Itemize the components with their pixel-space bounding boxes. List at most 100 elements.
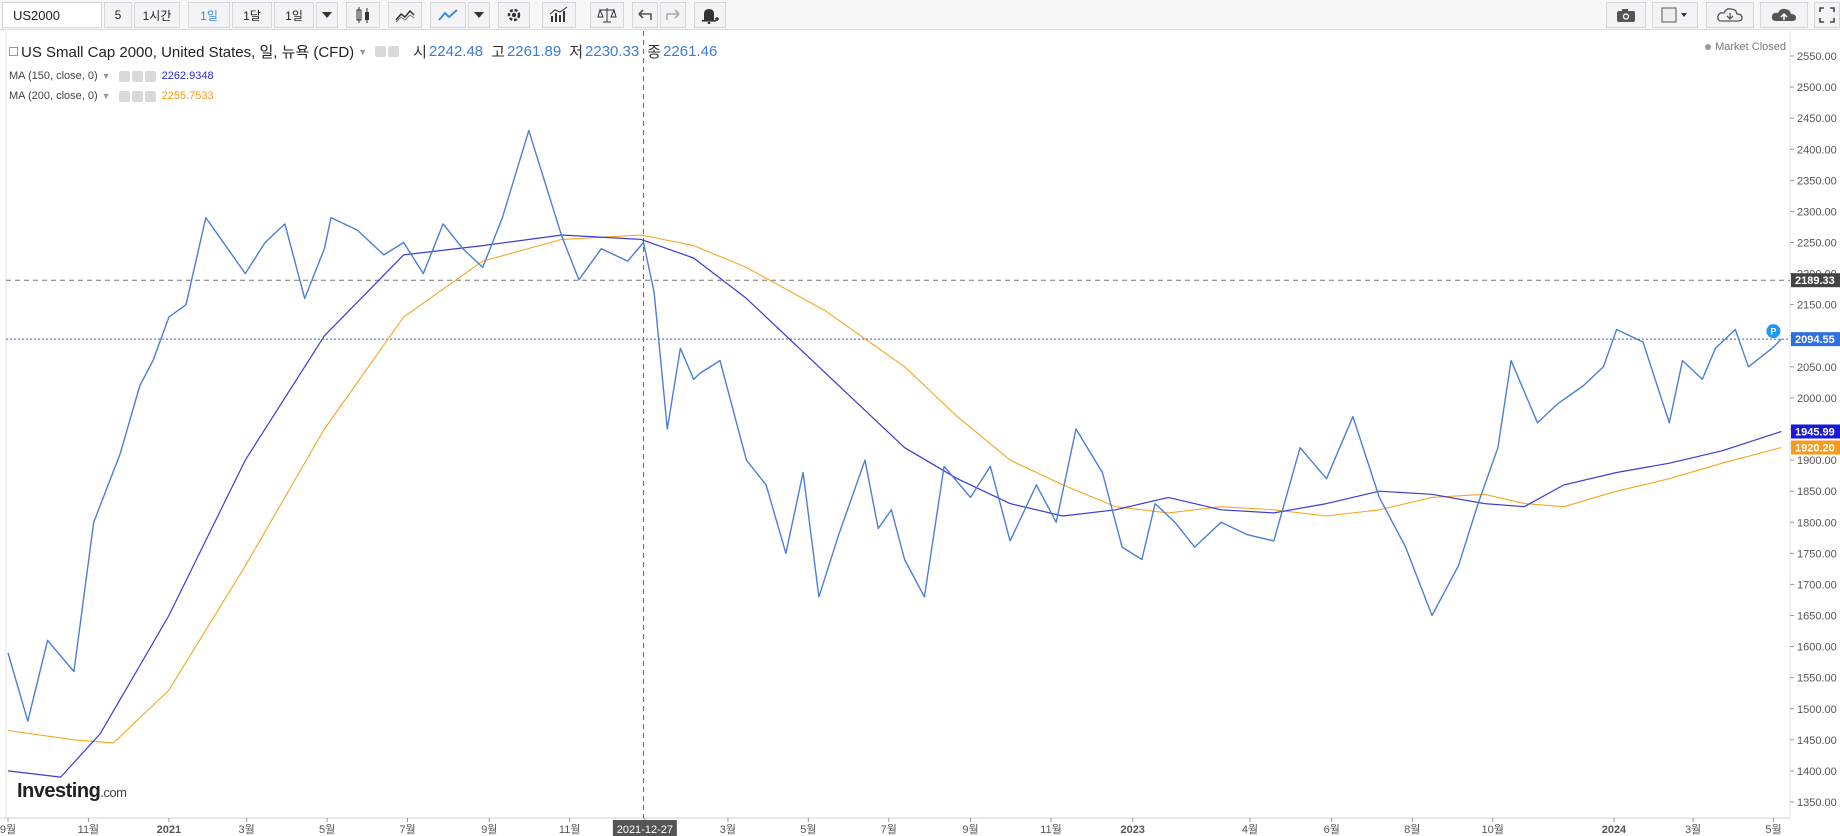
- square-icon: [1661, 7, 1687, 23]
- series-controls[interactable]: [375, 46, 400, 57]
- price-label-text: 2094.55: [1795, 334, 1835, 346]
- x-tick-label: 2021: [157, 824, 181, 836]
- logo-brand: Investing: [17, 780, 101, 802]
- last-price-marker-label: P: [1770, 327, 1776, 337]
- x-tick-label: 3월: [1685, 823, 1701, 836]
- y-tick-label: 1700.00: [1797, 579, 1837, 591]
- close-icon[interactable]: [144, 90, 156, 102]
- settings-small-icon[interactable]: [388, 46, 400, 57]
- ma150-value: 2262.9348: [161, 70, 214, 82]
- y-tick-label: 1400.00: [1797, 766, 1837, 778]
- cloud-upload-icon: [1771, 8, 1796, 21]
- price-label-bg: [1791, 273, 1840, 288]
- chart-type-dropdown[interactable]: [468, 2, 490, 28]
- candlestick-button[interactable]: [346, 2, 380, 28]
- price-label-text: 1945.99: [1795, 426, 1835, 438]
- interval-dropdown[interactable]: [316, 2, 338, 28]
- x-tick-label: 4월: [1242, 823, 1258, 836]
- interval-5[interactable]: 5: [104, 2, 132, 28]
- screenshot-button[interactable]: [1606, 2, 1646, 28]
- layout-button[interactable]: [1652, 2, 1698, 28]
- price-label-bg: [1791, 424, 1840, 439]
- x-tick-label: 7월: [881, 823, 897, 836]
- scale-icon: [597, 8, 617, 23]
- x-tick-label: 6월: [1324, 823, 1340, 836]
- close-icon[interactable]: [144, 70, 156, 82]
- save-cloud-button[interactable]: [1760, 2, 1808, 28]
- symbol-input[interactable]: US2000: [2, 2, 102, 28]
- y-tick-label: 1850.00: [1797, 486, 1837, 498]
- status-dot-icon: [1705, 44, 1712, 51]
- last-price-marker-icon: [1766, 324, 1781, 339]
- undo-icon: [638, 9, 652, 20]
- y-tick-label: 2300.00: [1797, 206, 1837, 218]
- eye-icon[interactable]: [118, 90, 130, 102]
- legend-ma150: MA (150, close, 0) ▼ 2262.9348: [9, 70, 214, 82]
- ma150-controls[interactable]: [118, 70, 156, 82]
- close-value: 2261.46: [663, 43, 718, 60]
- x-tick-label: 5월: [1765, 823, 1781, 836]
- eye-icon[interactable]: [375, 46, 387, 57]
- open-label: 시: [413, 44, 427, 61]
- chevron-down-icon: [474, 12, 484, 18]
- low-value: 2230.33: [585, 43, 640, 60]
- y-tick-label: 2000.00: [1797, 393, 1837, 405]
- y-tick-label: 2250.00: [1797, 238, 1837, 250]
- x-tick-label: 11월: [1040, 823, 1062, 836]
- y-tick-label: 1450.00: [1797, 735, 1837, 747]
- chevron-down-icon: [322, 12, 332, 18]
- interval-1month[interactable]: 1달: [232, 2, 272, 28]
- alert-button[interactable]: [694, 2, 726, 28]
- caret-down-icon[interactable]: ▼: [101, 71, 111, 81]
- x-tick-label: 9월: [962, 823, 978, 836]
- y-tick-label: 1550.00: [1797, 673, 1837, 685]
- series-line-ma150: [7, 234, 1782, 778]
- candlestick-icon: [356, 7, 369, 23]
- interval-1day[interactable]: 1일: [188, 2, 230, 28]
- caret-down-icon[interactable]: ▼: [101, 91, 111, 101]
- ma200-controls[interactable]: [118, 90, 156, 102]
- series-line-price: [7, 129, 1782, 722]
- line-chart-icon: [438, 9, 458, 21]
- market-status: Market Closed: [1705, 41, 1786, 53]
- x-axis-ticks: 9월 11월 2021 3월 5월 7월 9월 11월 2021-12-27 3월 5월 7월 9월 11…: [0, 818, 1782, 836]
- price-labels: 2189.33 2094.55 1945.99 1920.20: [1791, 273, 1840, 455]
- x-tick-label: 3월: [720, 823, 736, 836]
- x-tick-label: 2021-12-27: [617, 824, 673, 836]
- undo-button[interactable]: [632, 2, 658, 28]
- area-chart-icon: [395, 9, 415, 23]
- redo-icon: [666, 9, 680, 20]
- legend-main: US Small Cap 2000, United States, 일, 뉴욕 …: [9, 41, 717, 62]
- compare-button[interactable]: [590, 2, 624, 28]
- y-tick-label: 2050.00: [1797, 362, 1837, 374]
- y-tick-label: 1900.00: [1797, 455, 1837, 467]
- series-line-ma200: [7, 234, 1782, 744]
- line-chart-button[interactable]: [430, 2, 466, 28]
- redo-button[interactable]: [660, 2, 686, 28]
- x-tick-label: 11월: [559, 823, 581, 836]
- x-tick-label: 11월: [78, 823, 100, 836]
- x-tick-label: 3월: [239, 823, 255, 836]
- settings-small-icon[interactable]: [131, 70, 143, 82]
- area-chart-button[interactable]: [388, 2, 422, 28]
- y-tick-label: 1800.00: [1797, 517, 1837, 529]
- load-cloud-button[interactable]: [1706, 2, 1754, 28]
- indicators-button[interactable]: [542, 2, 576, 28]
- collapse-legend-icon[interactable]: [9, 47, 18, 56]
- bell-plus-icon: [702, 9, 719, 24]
- caret-down-icon[interactable]: ▼: [358, 46, 368, 57]
- ma200-value: 2255.7533: [161, 90, 214, 102]
- interval-1hour[interactable]: 1시간: [134, 2, 180, 28]
- interval-1day-alt[interactable]: 1일: [274, 2, 314, 28]
- y-tick-label: 2500.00: [1797, 82, 1837, 94]
- y-axis-ticks: 2550.00 2500.00 2450.00 2400.00 2350.00 2300.…: [1790, 51, 1837, 809]
- fullscreen-button[interactable]: [1814, 2, 1840, 28]
- settings-button[interactable]: [498, 2, 530, 28]
- eye-icon[interactable]: [118, 70, 130, 82]
- price-label-text: 1920.20: [1795, 443, 1835, 455]
- y-tick-label: 2350.00: [1797, 175, 1837, 187]
- price-label-text: 2189.33: [1795, 275, 1835, 287]
- settings-small-icon[interactable]: [131, 90, 143, 102]
- fullscreen-icon: [1819, 7, 1835, 23]
